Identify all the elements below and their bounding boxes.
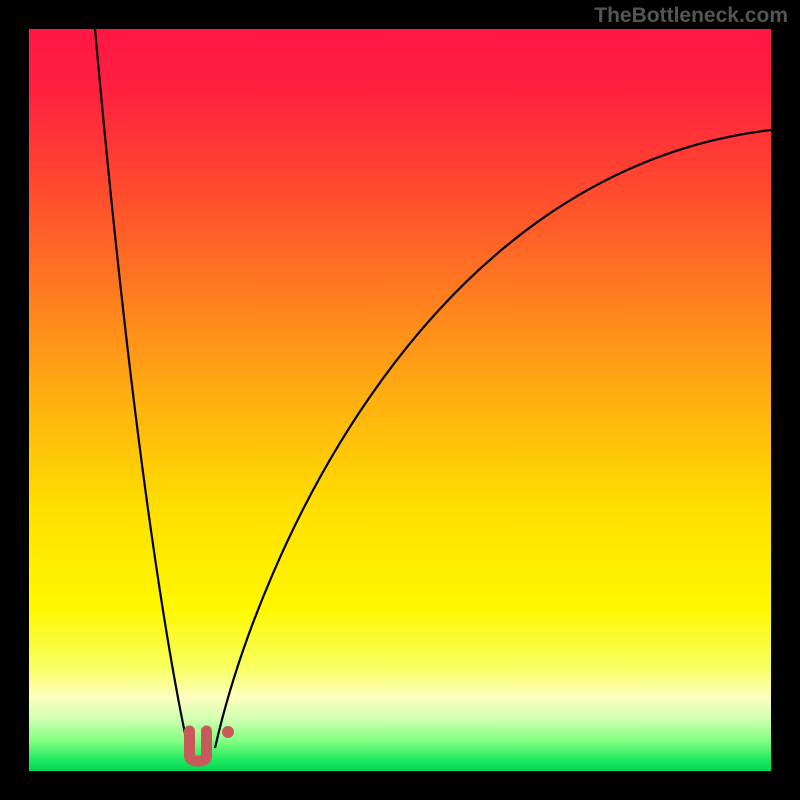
- dot-marker: [222, 726, 234, 738]
- bottleneck-chart: TheBottleneck.com: [0, 0, 800, 800]
- chart-svg: [0, 0, 800, 800]
- watermark-text: TheBottleneck.com: [594, 4, 788, 28]
- chart-background: [29, 29, 771, 771]
